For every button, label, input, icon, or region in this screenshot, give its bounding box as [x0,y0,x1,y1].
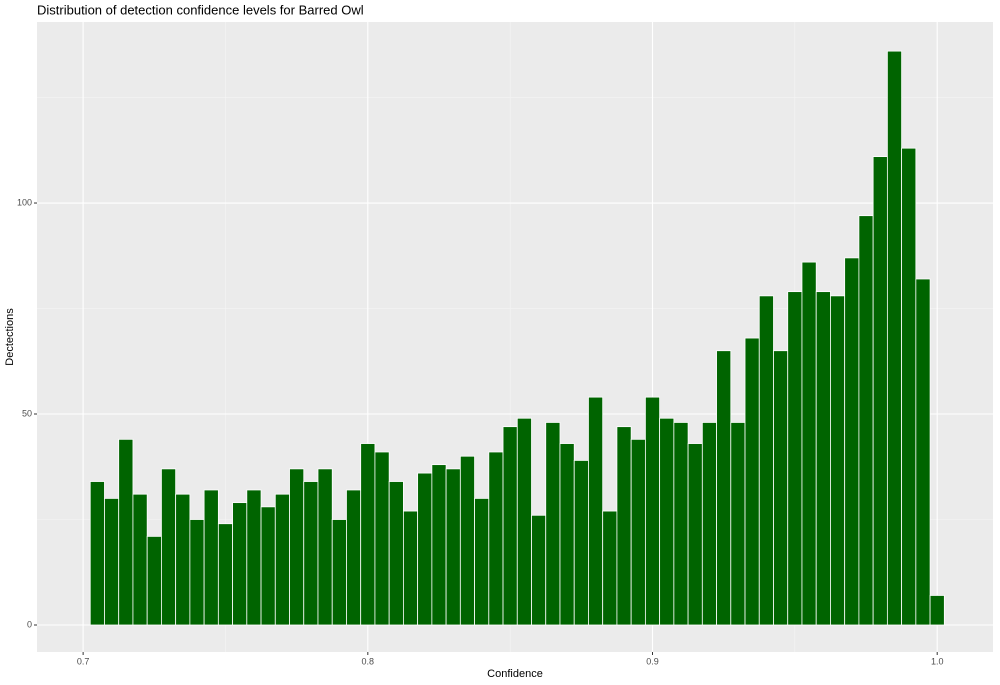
bar [886,50,903,626]
bar [488,451,504,626]
bar [872,156,888,626]
bar [644,396,661,626]
bar [104,498,120,626]
bar [801,261,817,626]
bar [701,422,717,626]
bar [132,493,148,626]
bar [730,422,746,626]
bar [531,514,547,626]
bar [289,468,305,626]
bar [331,519,347,626]
bar [246,489,262,626]
y-tick-label: 100 [17,197,32,207]
chart-title: Distribution of detection confidence lev… [37,2,364,17]
bar [673,422,689,626]
bar [901,147,917,626]
bar [573,460,589,626]
bar [217,523,233,626]
bar [915,278,931,626]
bar [317,468,333,626]
bar [787,291,803,626]
bar [303,481,319,626]
bar [118,438,134,626]
bar [929,595,945,626]
bar [659,417,675,626]
bar [716,350,732,626]
bar [602,510,618,626]
x-tick-label: 1.0 [931,656,944,666]
bar [744,337,760,626]
bar [260,506,276,626]
bar [89,481,105,626]
y-axis-label: Dectections [4,308,16,366]
bar [360,443,376,626]
bar [545,422,561,626]
bar [232,502,248,626]
bar [431,464,447,626]
x-tick-label: 0.7 [77,656,90,666]
bar [346,489,362,626]
bar [203,489,219,626]
x-axis-label: Confidence [487,668,543,680]
bar [844,257,860,626]
bar [773,350,789,626]
bar [161,468,177,626]
bar [559,443,575,626]
bar [445,468,461,626]
y-tick-label: 50 [22,408,32,418]
bar [815,291,831,626]
bar [146,535,162,626]
y-tick-label: 0 [27,619,32,629]
x-tick-label: 0.9 [646,656,659,666]
bar [175,493,191,626]
bar [459,455,475,626]
bar [374,451,390,626]
bar [858,215,874,626]
bar [630,438,646,626]
bar [516,417,532,626]
bar [687,443,703,626]
bar [388,481,404,626]
bar [758,295,774,626]
bar [502,426,518,626]
bar [588,396,604,626]
x-tick-label: 0.8 [362,656,375,666]
bar [403,510,419,626]
bar [274,493,290,626]
bar [417,472,433,626]
bar [474,498,490,626]
bar [830,295,846,626]
bar [189,519,205,626]
bar [616,426,632,626]
